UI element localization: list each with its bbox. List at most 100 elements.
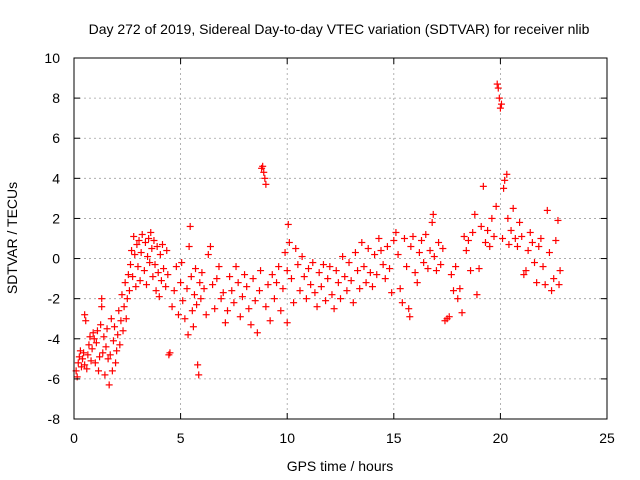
data-point [79, 355, 87, 363]
data-point [390, 237, 398, 245]
data-point [104, 355, 112, 363]
data-point [490, 232, 498, 240]
data-point [499, 235, 507, 242]
data-point [277, 307, 285, 315]
data-point [439, 245, 447, 253]
data-point [137, 249, 145, 257]
data-point [313, 303, 321, 311]
data-point [105, 381, 113, 389]
data-point [224, 307, 232, 315]
data-point [82, 317, 90, 325]
data-point [234, 279, 242, 287]
data-point [471, 210, 479, 218]
data-point [445, 313, 453, 321]
data-point [330, 305, 338, 313]
data-point [107, 315, 115, 323]
data-point [539, 263, 547, 271]
data-point [155, 293, 163, 301]
data-point [196, 279, 204, 287]
data-point [101, 371, 109, 379]
data-point [475, 265, 483, 273]
data-point [121, 279, 129, 287]
data-point [266, 317, 274, 325]
data-point [122, 315, 130, 323]
data-point [302, 295, 310, 303]
data-point [371, 251, 379, 259]
data-point [192, 265, 200, 273]
data-point [486, 243, 494, 251]
data-point [437, 261, 445, 269]
data-point [213, 275, 221, 283]
data-point [531, 259, 539, 267]
data-point [381, 275, 389, 283]
data-point [428, 218, 436, 226]
y-tick-label: -4 [48, 331, 61, 347]
data-point [488, 214, 496, 222]
y-tick-label: 8 [52, 90, 60, 106]
data-point [284, 220, 292, 228]
y-tick-label: 0 [52, 251, 60, 267]
data-point [275, 263, 283, 271]
data-point [351, 249, 359, 257]
data-point [219, 289, 227, 297]
y-tick-label: 2 [52, 210, 60, 226]
data-point [257, 267, 265, 275]
data-point [172, 263, 180, 271]
data-point [324, 275, 332, 283]
y-tick-label: 10 [44, 50, 60, 66]
data-point [375, 235, 383, 242]
data-point [520, 271, 528, 279]
data-point [134, 263, 142, 271]
x-tick-label: 15 [386, 430, 402, 446]
data-point [194, 361, 202, 369]
data-point [185, 243, 193, 251]
data-point [114, 331, 122, 339]
data-point [495, 94, 503, 102]
data-point [296, 287, 304, 295]
data-point [415, 249, 423, 257]
y-tick-label: -2 [48, 291, 61, 307]
data-point [460, 232, 468, 240]
data-point [420, 259, 428, 267]
data-point [411, 269, 419, 277]
data-point [403, 263, 411, 271]
data-point [150, 237, 158, 245]
data-point [118, 291, 126, 299]
data-point [294, 261, 302, 269]
data-point [328, 291, 336, 299]
data-point [96, 353, 104, 361]
data-point [341, 273, 349, 281]
data-point [555, 281, 563, 289]
data-point [545, 249, 553, 257]
data-point [424, 265, 432, 273]
data-point [164, 271, 172, 279]
data-point [262, 180, 270, 188]
data-point [360, 263, 368, 271]
data-point [292, 245, 300, 253]
data-point [198, 269, 206, 277]
data-point [119, 327, 127, 335]
data-point [126, 261, 134, 269]
data-point [268, 271, 276, 279]
data-point [518, 232, 526, 240]
data-point [262, 303, 270, 311]
data-point [146, 259, 154, 267]
data-point [528, 239, 536, 247]
data-point [255, 287, 263, 295]
data-point [103, 325, 111, 333]
data-point [345, 259, 353, 267]
data-point [264, 281, 272, 289]
data-point [190, 291, 198, 299]
data-point [552, 237, 560, 245]
data-point [349, 299, 357, 307]
data-point [507, 226, 515, 234]
x-tick-label: 0 [70, 430, 78, 446]
data-point [124, 271, 132, 279]
data-point [247, 321, 255, 329]
data-point [305, 265, 313, 273]
data-point [98, 303, 106, 311]
x-tick-label: 20 [493, 430, 509, 446]
data-point [407, 243, 415, 251]
data-point [298, 253, 306, 261]
